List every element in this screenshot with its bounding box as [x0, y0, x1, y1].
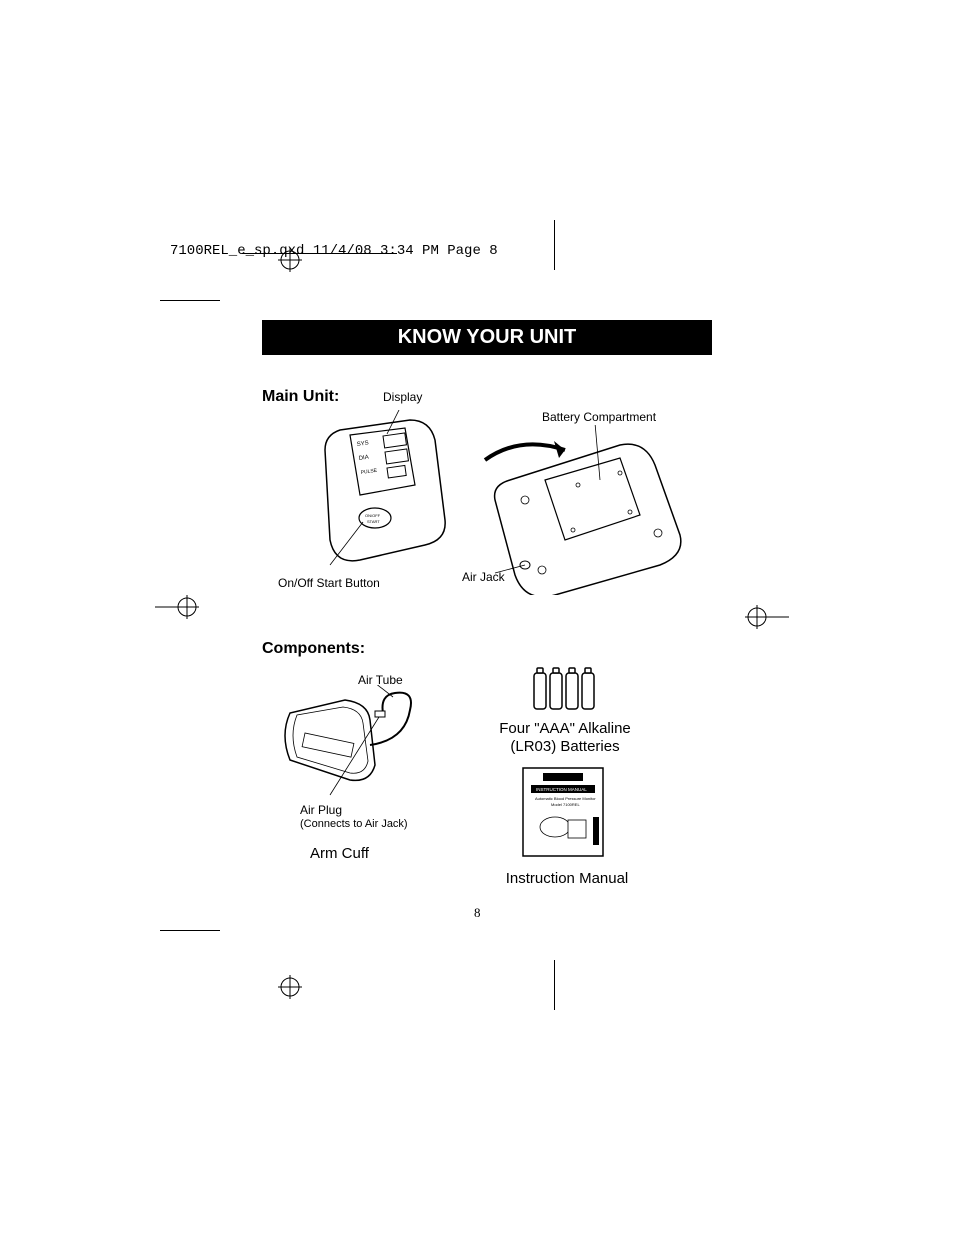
crop-mark [160, 300, 220, 301]
label-arm-cuff: Arm Cuff [310, 845, 369, 862]
prepress-header: 7100REL_e_sp.qxd 11/4/08 3:34 PM Page 8 [170, 243, 498, 259]
main-unit-back-diagram [470, 425, 690, 595]
main-unit-front-diagram: SYS DIA PULSE ON/OFF START [305, 410, 455, 570]
callout-battery-compartment: Battery Compartment [542, 410, 656, 424]
manual-diagram: INSTRUCTION MANUAL Automatic Blood Press… [513, 765, 613, 860]
label-instruction-manual: Instruction Manual [497, 870, 637, 887]
header-underline [242, 253, 397, 254]
arm-cuff-diagram [275, 685, 435, 800]
page-title-banner: KNOW YOUR UNIT [262, 320, 712, 355]
registration-mark-left [155, 595, 199, 619]
registration-mark-top [278, 248, 302, 272]
svg-text:ON/OFF: ON/OFF [365, 513, 381, 518]
page-number: 8 [474, 905, 481, 921]
crop-mark [160, 930, 220, 931]
callout-air-plug-note: (Connects to Air Jack) [300, 818, 408, 830]
svg-text:Model 7100REL: Model 7100REL [551, 802, 580, 807]
batteries-diagram [530, 665, 600, 713]
label-batteries-line1: Four "AAA" Alkaline [495, 720, 635, 737]
callout-onoff: On/Off Start Button [278, 576, 380, 590]
crop-mark [554, 960, 555, 1010]
svg-text:INSTRUCTION MANUAL: INSTRUCTION MANUAL [536, 787, 587, 792]
svg-text:START: START [367, 519, 380, 524]
section-main-unit: Main Unit: [262, 388, 339, 406]
section-components: Components: [262, 640, 365, 658]
crop-mark [554, 220, 555, 270]
label-batteries-line2: (LR03) Batteries [495, 738, 635, 755]
callout-air-plug: Air Plug [300, 803, 342, 817]
registration-mark-bottom [278, 975, 302, 999]
registration-mark-right [745, 605, 789, 629]
callout-display: Display [383, 390, 422, 404]
svg-text:Automatic Blood Pressure Monit: Automatic Blood Pressure Monitor [535, 796, 596, 801]
